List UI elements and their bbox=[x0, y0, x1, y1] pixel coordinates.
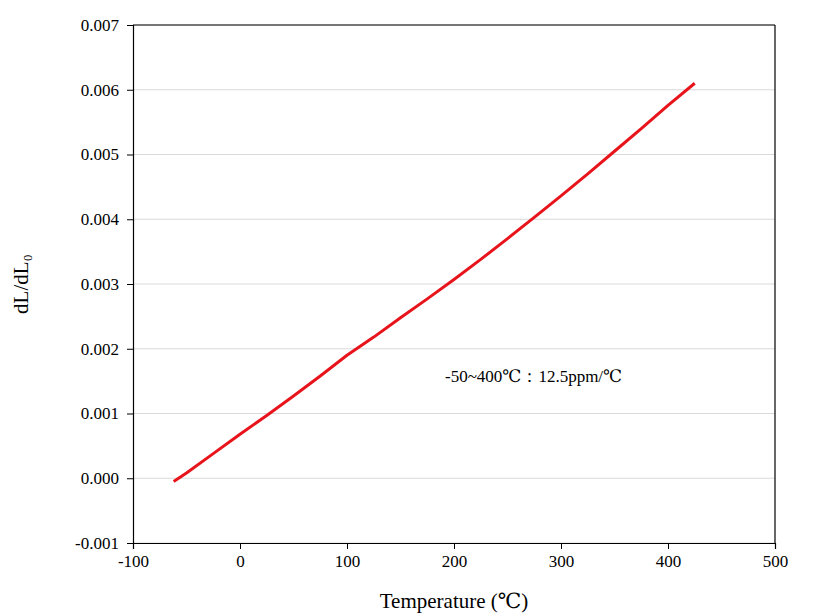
tick: 400 bbox=[656, 543, 682, 571]
y-axis-title: dL/dL₀ bbox=[9, 254, 33, 314]
plot: -100 0 100 200 300 400 500 -0.001 0.000 0.001 0.00… bbox=[75, 16, 788, 571]
tick: 300 bbox=[549, 543, 575, 571]
grid-line bbox=[133, 413, 775, 414]
tick-mark bbox=[127, 25, 133, 26]
tick: 0.000 bbox=[81, 469, 133, 488]
tick-label: 400 bbox=[656, 552, 682, 571]
tick-mark bbox=[127, 478, 133, 479]
tick-label: 0.003 bbox=[81, 275, 119, 294]
grid-line bbox=[133, 348, 775, 349]
tick-mark bbox=[454, 543, 455, 549]
x-axis-title: Temperature (℃) bbox=[380, 589, 529, 613]
tick-label: 0.000 bbox=[81, 469, 119, 488]
tick-mark bbox=[127, 219, 133, 220]
tick-label: -0.001 bbox=[75, 534, 119, 553]
tick-label: 200 bbox=[442, 552, 468, 571]
tick-label: 0.005 bbox=[81, 145, 119, 164]
axis-line bbox=[127, 26, 134, 544]
tick: -0.001 bbox=[75, 534, 133, 553]
tick: 0.007 bbox=[81, 16, 133, 35]
tick: 0 bbox=[236, 543, 245, 571]
tick-mark bbox=[127, 90, 133, 91]
tick-mark bbox=[127, 414, 133, 415]
frame bbox=[133, 24, 775, 25]
annotation: -50~400℃：12.5ppm/℃ bbox=[445, 367, 622, 386]
grid-line bbox=[133, 219, 775, 220]
tick-label: -100 bbox=[118, 552, 149, 571]
tick-label: 500 bbox=[763, 552, 789, 571]
grid-line bbox=[133, 89, 775, 90]
x-axis: -100 0 100 200 300 400 500 bbox=[118, 543, 788, 571]
tick-mark bbox=[127, 284, 133, 285]
axis-line bbox=[134, 544, 776, 550]
tick-mark bbox=[240, 543, 241, 549]
tick: 0.004 bbox=[81, 210, 133, 229]
tick: 0.003 bbox=[81, 275, 133, 294]
tick: 0.002 bbox=[81, 340, 133, 359]
tick: 200 bbox=[442, 543, 468, 571]
tick-label: 300 bbox=[549, 552, 575, 571]
tick: 100 bbox=[335, 543, 361, 571]
tick-label: 0.001 bbox=[81, 404, 119, 423]
chart: -100 0 100 200 300 400 500 -0.001 0.000 0.001 0.00… bbox=[0, 0, 816, 614]
tick: -100 bbox=[118, 543, 149, 571]
tick-mark bbox=[561, 543, 562, 549]
tick-label: 0.006 bbox=[81, 81, 119, 100]
grid bbox=[133, 25, 775, 543]
tick-mark bbox=[127, 349, 133, 350]
series-group bbox=[174, 83, 695, 481]
tick-label: 0 bbox=[236, 552, 245, 571]
tick-label: 0.007 bbox=[81, 16, 120, 35]
grid-line bbox=[133, 284, 775, 285]
tick-mark bbox=[775, 543, 776, 549]
grid-line bbox=[133, 478, 775, 479]
grid-line bbox=[133, 25, 775, 26]
tick-mark bbox=[347, 543, 348, 549]
tick-mark bbox=[127, 155, 133, 156]
grid-line bbox=[133, 154, 775, 155]
tick-mark bbox=[668, 543, 669, 549]
tick: 0.006 bbox=[81, 81, 133, 100]
tick-label: 0.002 bbox=[81, 340, 119, 359]
y-axis: -0.001 0.000 0.001 0.002 0.003 0.004 0.005 0.00… bbox=[75, 16, 133, 553]
tick-label: 0.004 bbox=[81, 210, 120, 229]
data-line bbox=[174, 83, 695, 481]
tick: 500 bbox=[763, 543, 789, 571]
tick-mark bbox=[127, 543, 133, 544]
tick-label: 100 bbox=[335, 552, 361, 571]
tick: 0.001 bbox=[81, 404, 133, 423]
tick: 0.005 bbox=[81, 145, 133, 164]
frame bbox=[774, 25, 775, 543]
